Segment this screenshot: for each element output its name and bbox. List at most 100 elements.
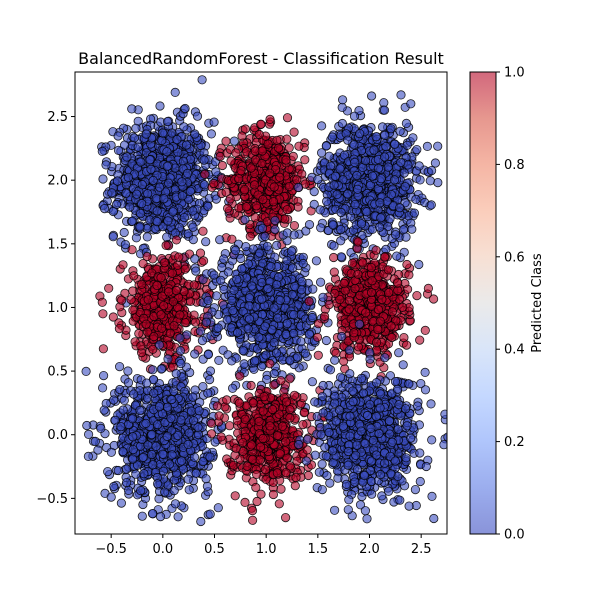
scatter-point [232,274,242,284]
scatter-point [289,230,299,240]
scatter-point [266,261,276,271]
scatter-point [250,356,260,366]
scatter-point [390,230,401,240]
scatter-point [329,267,339,277]
scatter-point [401,232,411,242]
scatter-point [379,105,390,115]
scatter-point [304,220,315,230]
scatter-point [216,275,226,285]
scatter-point [116,498,127,508]
scatter-point [168,207,178,217]
scatter-point [159,300,169,311]
scatter-point [286,246,297,256]
scatter-point [371,132,381,142]
scatter-point [337,118,347,129]
scatter-point [407,224,417,234]
scatter-point [104,283,114,293]
scatter-point [162,161,172,171]
scatter-point [425,176,435,186]
scatter-point [430,158,440,168]
scatter-point [273,272,284,282]
scatter-point [201,237,211,247]
scatter-point [175,346,185,356]
scatter-point [387,307,397,317]
scatter-point [324,299,334,310]
scatter-point [255,248,265,258]
scatter-point [195,326,206,336]
scatter-point [254,129,264,140]
scatter-point [404,270,414,280]
scatter-point [313,350,323,360]
scatter-point [152,217,162,227]
scatter-point [202,481,212,491]
scatter-point [203,295,213,305]
scatter-point [281,329,291,340]
scatter-point [409,208,419,218]
scatter-point [191,266,201,276]
scatter-point [329,180,339,190]
scatter-point [269,182,279,192]
scatter-point [81,366,91,376]
scatter-point [128,305,138,315]
scatter-point [258,194,268,205]
scatter-point [415,175,425,185]
scatter-point [123,172,133,182]
scatter-point [245,231,255,241]
scatter-point [311,256,321,266]
scatter-point [369,145,379,155]
scatter-point [257,146,267,156]
scatter-point [197,335,207,346]
scatter-point [292,352,303,362]
scatter-point [113,131,123,141]
scatter-point [156,273,166,283]
scatter-point [184,485,194,495]
scatter-point [273,313,283,323]
scatter-point [119,395,129,405]
scatter-point [171,235,181,245]
scatter-point [227,295,237,305]
scatter-point [358,258,368,268]
scatter-point [381,142,391,152]
scatter-point [293,202,303,212]
scatter-point [237,131,247,141]
scatter-point [315,277,326,287]
scatter-point [401,340,412,350]
scatter-point [223,203,233,213]
scatter-point [250,180,260,190]
scatter-point [396,90,406,100]
scatter-point [367,276,377,286]
scatter-point [161,240,171,250]
scatter-point [376,213,386,223]
scatter-point [113,145,124,155]
scatter-point [127,245,137,255]
scatter-point [177,191,187,201]
scatter-point [127,216,137,226]
scatter-point [244,314,255,324]
scatter-point [433,178,443,188]
scatter-point [355,129,365,139]
scatter-point [143,295,153,305]
scatter-point [126,294,136,305]
scatter-point [321,196,332,206]
scatter-point [190,129,200,139]
scatter-point [316,121,327,131]
scatter-point [408,133,418,143]
scatter-point [336,252,346,262]
scatter-point [309,187,319,197]
scatter-point [269,303,279,313]
scatter-point [293,182,303,192]
scatter-point [392,251,402,261]
scatter-point [229,136,239,146]
scatter-point [129,133,139,143]
scatter-point [189,280,199,290]
scatter-point [282,255,292,265]
scatter-point [349,111,360,121]
scatter-point [225,194,235,204]
scatter-point [265,168,275,178]
scatter-point [353,269,363,279]
scatter-point [219,284,229,295]
scatter-point [324,151,334,161]
scatter-point [217,262,227,273]
scatter-point [257,223,268,233]
scatter-point [167,268,177,278]
